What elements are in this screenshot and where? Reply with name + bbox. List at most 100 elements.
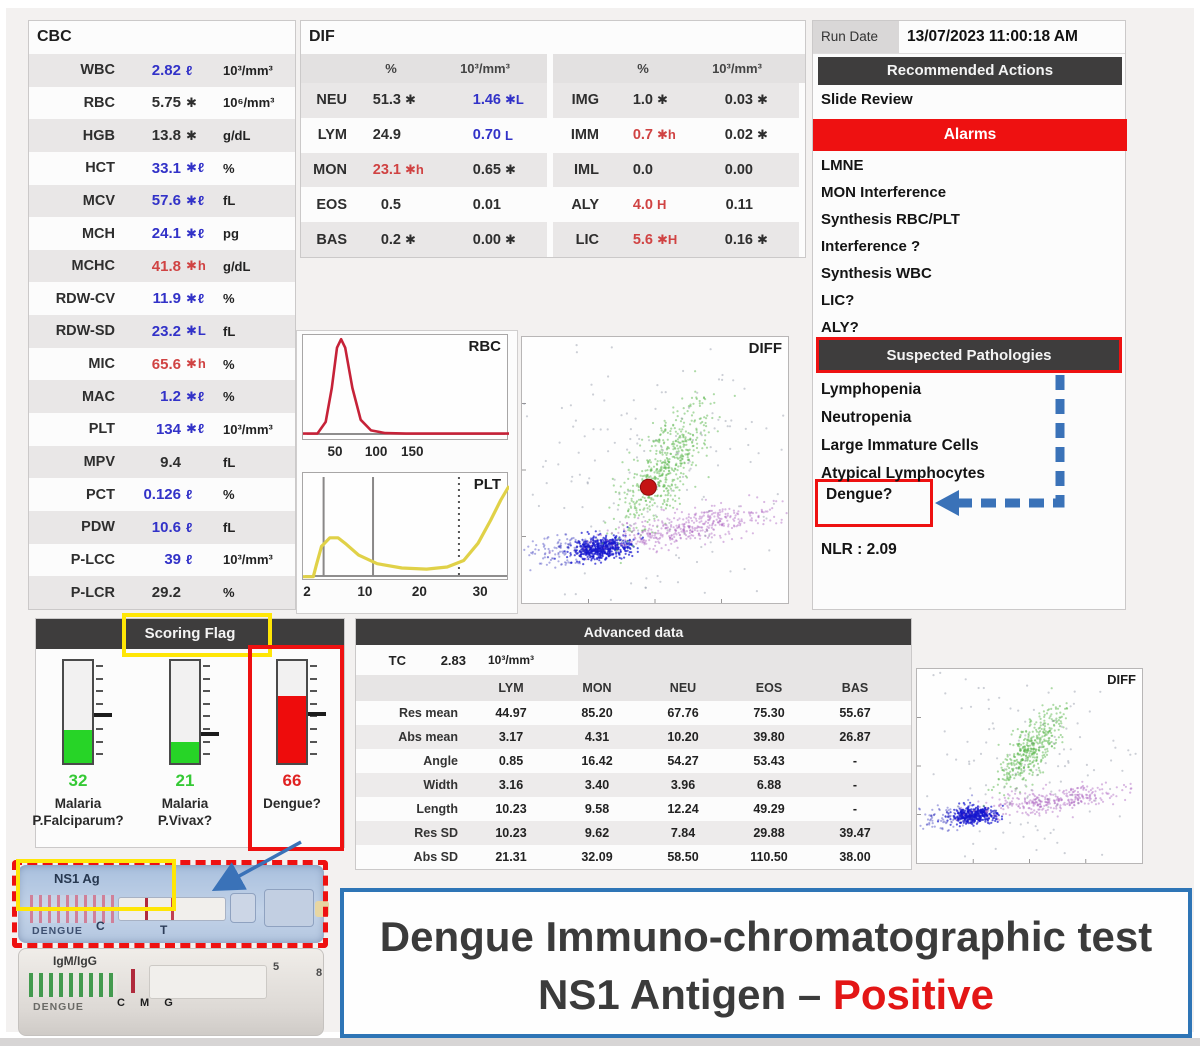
parameter-name: RBC (83, 94, 115, 111)
igm-igg-cassette: IgM/IgG DENGUE C M G 5 8 (18, 948, 324, 1036)
test-cassette-photo: NS1 Ag DENGUE C T IgM/IgG DENGUE C M G 5… (10, 858, 334, 1040)
advanced-cell: 38.00 (839, 850, 871, 864)
parameter-name: BAS (316, 231, 347, 248)
run-date-value: 13/07/2023 11:00:18 AM (907, 28, 1078, 45)
gauge-threshold-marker (94, 713, 112, 717)
recommended-action-item: Slide Review (821, 91, 913, 108)
advanced-cell: 39.80 (753, 730, 785, 744)
advanced-row-label: Length (416, 802, 458, 816)
advanced-cell: 12.24 (667, 802, 699, 816)
gauge-threshold-marker (308, 712, 326, 716)
gauge-tick (96, 677, 103, 680)
plt-histogram: PLT (302, 472, 509, 580)
gauge-label: Malaria P.Falciparum? (23, 795, 133, 829)
parameter-unit: fL (223, 193, 236, 209)
parameter-unit: g/dL (223, 128, 251, 144)
parameter-flags: ✱ℓ (186, 421, 206, 437)
plt-histogram-label: PLT (473, 476, 501, 493)
axis-tick-label: 100 (364, 444, 388, 459)
igm-mark-5: 5 (273, 961, 280, 973)
pathology-item: Large Immature Cells (821, 437, 979, 454)
parameter-name: LYM (317, 127, 347, 144)
parameter-name: IMG (571, 92, 599, 109)
advanced-row-label: Res mean (398, 706, 458, 720)
parameter-concentration: 0.16 (724, 231, 753, 248)
parameter-value: 2.82 (151, 61, 181, 79)
dif-divider (547, 54, 553, 257)
parameter-concentration: 0.70 (472, 127, 501, 144)
score-gauge-fill (64, 730, 92, 763)
advanced-row: Res SD 10.23 9.62 7.84 29.88 39.47 (356, 821, 911, 845)
advanced-rows: Res mean 44.97 85.20 67.76 75.30 55.67 Abs mea… (356, 701, 911, 869)
advanced-row: Abs SD 21.31 32.09 58.50 110.50 38.00 (356, 845, 911, 869)
parameter-concentration-flags: ✱ (505, 231, 516, 247)
gauge-tick (96, 665, 103, 667)
advanced-cell: 44.97 (495, 706, 527, 720)
advanced-cell: 29.88 (753, 826, 785, 840)
parameter-percent: 4.0 (632, 196, 653, 213)
gauge-tick (96, 740, 103, 743)
parameter-percent: 0.2 (380, 231, 401, 248)
parameter-concentration-flags: ✱ (505, 161, 516, 177)
parameter-value: 1.2 (160, 388, 181, 406)
parameter-value: 0.126 (143, 486, 181, 504)
cbc-row-mac: MAC 1.2 ✱ℓ% (29, 380, 295, 414)
parameter-name: RDW-SD (55, 323, 115, 340)
caption-positive: Positive (832, 971, 994, 1018)
advanced-cell: - (852, 802, 858, 816)
parameter-name: P-LCC (70, 551, 115, 568)
parameter-unit: % (223, 356, 235, 372)
parameter-name: IMM (570, 127, 599, 144)
parameter-concentration: 0.03 (724, 92, 753, 109)
cbc-row-plt: PLT 134 ✱ℓ 10³/mm³ (29, 413, 295, 446)
score-gauge-tube (169, 659, 201, 765)
cbc-row-mcv: MCV 57.6 ✱ℓ fL (29, 184, 295, 218)
gauge-tick (203, 677, 210, 680)
gauge-label-line: Dengue? (263, 796, 321, 811)
advanced-cell: 67.76 (667, 706, 699, 720)
parameter-percent-flags: ✱H (657, 231, 678, 247)
advanced-column-header: MON (582, 681, 612, 695)
parameter-concentration: 0.00 (724, 161, 753, 178)
parameter-value: 11.9 (152, 290, 181, 308)
alarm-item: Synthesis RBC/PLT (821, 211, 960, 228)
tc-label: TC (388, 652, 406, 668)
parameter-name: HCT (85, 160, 115, 177)
advanced-cell: 75.30 (753, 706, 785, 720)
diff-scatter-small-plot (917, 671, 1137, 863)
parameter-percent-flags: ✱h (405, 161, 424, 177)
axis-tick-label: 2 (303, 584, 311, 599)
parameter-name: MCH (81, 225, 115, 242)
parameter-name: IML (574, 161, 599, 178)
parameter-name: PLT (88, 421, 115, 438)
advanced-row: Length 10.23 9.58 12.24 49.29 - (356, 797, 911, 821)
alarm-item: ALY? (821, 319, 859, 336)
dif-left-conc-header: 10³/mm³ (460, 61, 510, 76)
advanced-cell: 110.50 (750, 850, 788, 864)
parameter-name: P-LCR (70, 584, 115, 601)
parameter-flags: ✱h (186, 258, 207, 274)
advanced-cell: 16.42 (581, 754, 613, 768)
suspected-pathologies-highlight-box: Suspected Pathologies (816, 337, 1122, 373)
dif-row-mon: MON 23.1 ✱h 0.65 ✱ (301, 152, 547, 188)
caption-line-2-prefix: NS1 Antigen – (538, 971, 833, 1018)
advanced-column-header: NEU (669, 681, 697, 695)
gauge-tick (96, 702, 103, 705)
advanced-cell: 7.84 (670, 826, 696, 840)
parameter-value: 9.4 (160, 453, 181, 471)
score-gauge-fill (278, 696, 306, 763)
parameter-value: 29.2 (151, 584, 181, 602)
parameter-value: 13.8 (151, 127, 181, 145)
parameter-flags: ℓ (186, 487, 194, 503)
parameter-percent: 24.9 (372, 127, 401, 144)
advanced-cell: 55.67 (839, 706, 871, 720)
dif-left-pct-header: % (385, 61, 397, 76)
parameter-percent: 5.6 (632, 231, 653, 248)
parameter-name: MCV (82, 192, 115, 209)
gauge-tick (203, 715, 210, 718)
score-gauge-tube (62, 659, 94, 765)
gauge-tick (310, 702, 317, 705)
alarm-item: MON Interference (821, 184, 947, 201)
dif-title: DIF (309, 28, 335, 45)
advanced-row: Res mean 44.97 85.20 67.76 75.30 55.67 (356, 701, 911, 725)
